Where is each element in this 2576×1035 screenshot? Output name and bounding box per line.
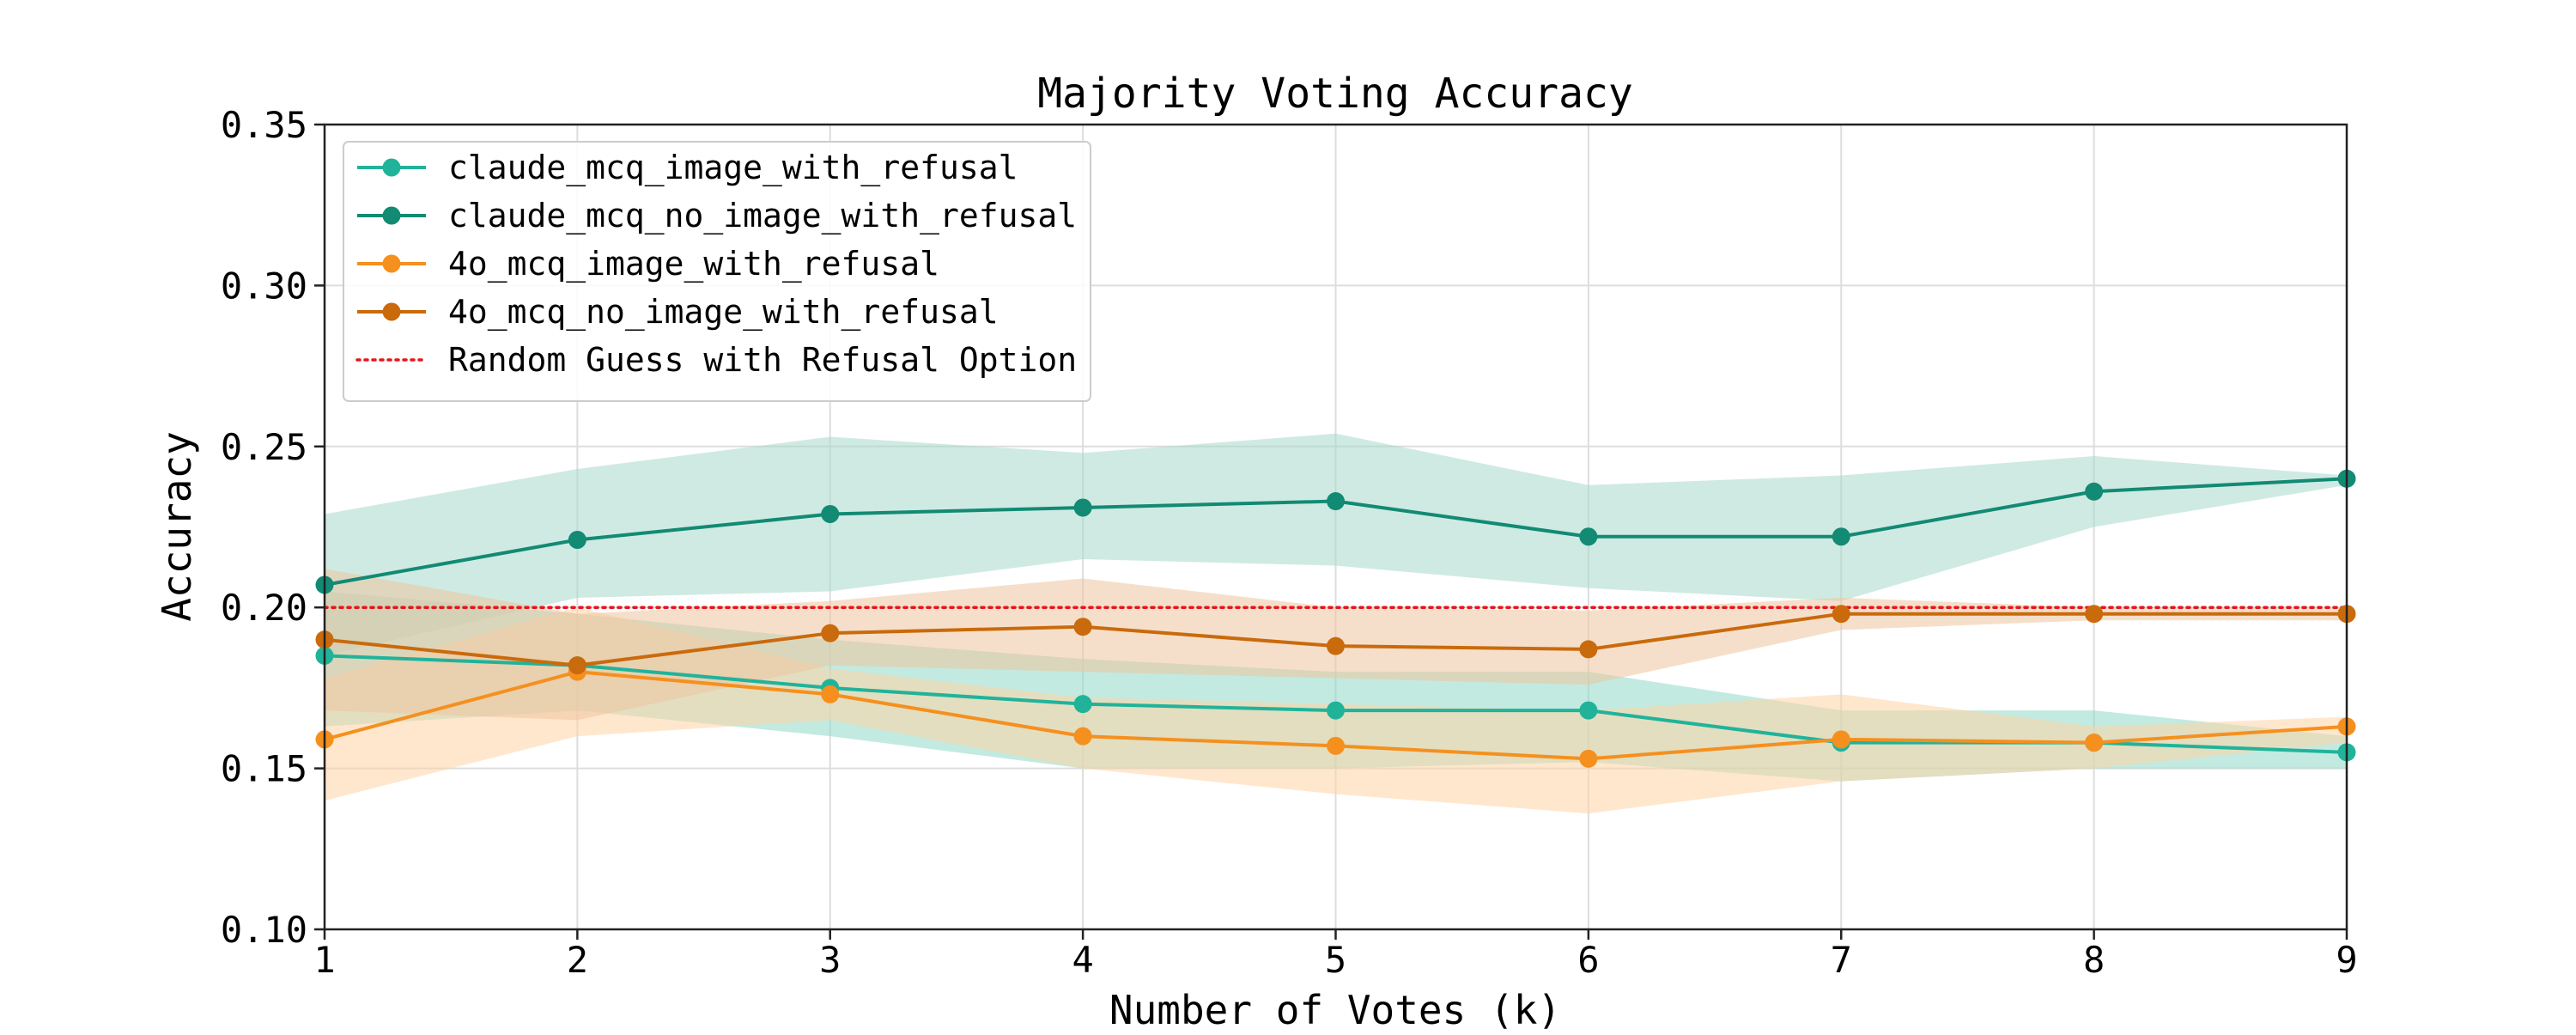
series-2-point (821, 505, 840, 524)
y-tick-label: 0.30 (221, 265, 307, 307)
x-tick-label: 7 (1831, 939, 1852, 981)
x-tick-label: 3 (819, 939, 841, 981)
legend-label: claude_mcq_image_with_refusal (448, 149, 1018, 187)
series-2-point (2085, 482, 2104, 501)
series-3-point (1579, 749, 1598, 768)
series-4-point (1579, 640, 1598, 659)
x-tick-label: 9 (2336, 939, 2357, 981)
x-axis-label: Number of Votes (k) (1109, 987, 1561, 1031)
series-4-point (1832, 605, 1850, 624)
series-3-point (2085, 734, 2104, 752)
x-tick-label: 2 (567, 939, 588, 981)
y-tick-label: 0.15 (221, 748, 307, 790)
x-tick-label: 4 (1072, 939, 1093, 981)
legend-swatch-marker (382, 302, 401, 321)
legend-label-reference: Random Guess with Refusal Option (448, 341, 1077, 379)
series-2-point (1073, 498, 1092, 517)
axis-ticks: 1 2 3 4 5 6 7 8 9 0.10 0.15 0.20 0.25 0.30 0.35 (221, 104, 2358, 981)
series-lines (315, 469, 2356, 768)
legend-label: 4o_mcq_image_with_refusal (448, 245, 939, 283)
series-3-point (1327, 736, 1345, 755)
legend-swatch-marker (382, 254, 401, 273)
series-3-point (821, 685, 840, 703)
series-4-point (568, 656, 586, 675)
legend-swatch-marker (382, 206, 401, 225)
y-tick-label: 0.25 (221, 426, 307, 468)
series-3-point (1073, 727, 1092, 746)
x-tick-label: 5 (1325, 939, 1346, 981)
y-axis-label: Accuracy (154, 431, 200, 622)
series-2-point (568, 530, 586, 549)
chart-title: Majority Voting Accuracy (1037, 70, 1633, 118)
series-4-point (821, 624, 840, 642)
x-tick-label: 1 (313, 939, 335, 981)
series-2-point (1327, 492, 1345, 511)
legend: claude_mcq_image_with_refusal claude_mcq_… (343, 141, 1091, 402)
series-4-point (1073, 618, 1092, 636)
y-tick-label: 0.35 (221, 104, 307, 146)
series-3-point (1832, 730, 1850, 749)
x-tick-label: 8 (2083, 939, 2105, 981)
series-1-point (1579, 701, 1598, 720)
series-4-point (2085, 605, 2104, 624)
series-4-point (1327, 636, 1345, 655)
x-tick-label: 6 (1577, 939, 1599, 981)
series-1-point (1327, 701, 1345, 720)
legend-label: claude_mcq_no_image_with_refusal (448, 197, 1077, 235)
series-1-point (1073, 695, 1092, 714)
legend-swatch-marker (382, 158, 401, 177)
legend-label: 4o_mcq_no_image_with_refusal (448, 293, 999, 332)
y-tick-label: 0.20 (221, 587, 307, 629)
legend-box (343, 141, 1091, 402)
series-2-point (1579, 527, 1598, 546)
series-2-point (1832, 527, 1850, 546)
y-tick-label: 0.10 (221, 909, 307, 951)
